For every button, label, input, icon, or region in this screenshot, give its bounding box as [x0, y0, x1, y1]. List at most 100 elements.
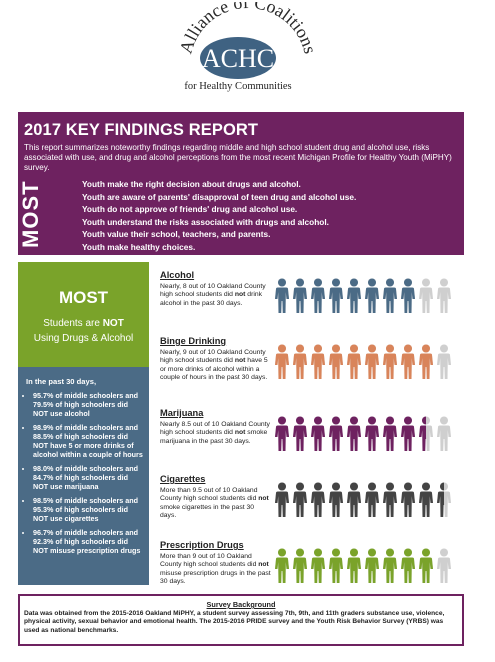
- section-text: Nearly, 8 out of 10 Oakland County high …: [160, 283, 266, 307]
- people-pictogram: [274, 344, 456, 380]
- person-icon: [419, 278, 433, 313]
- section-alcohol: Alcohol Nearly, 8 out of 10 Oakland Coun…: [160, 270, 460, 313]
- logo-acronym: ACHC: [202, 44, 274, 73]
- report-intro: This report summarizes noteworthy findin…: [24, 143, 452, 172]
- people-pictogram: [274, 278, 456, 314]
- stat-item: 96.7% of middle schoolers and 92.3% of h…: [33, 528, 145, 555]
- person-icon: [329, 344, 343, 379]
- person-icon: [365, 416, 379, 451]
- person-icon: [311, 344, 325, 379]
- survey-background-box: Survey Background Data was obtained from…: [18, 594, 464, 646]
- students-are-text: Students are: [43, 318, 103, 329]
- most-vertical-label: MOST: [18, 178, 78, 248]
- using-drugs-line: Using Drugs & Alcohol: [33, 333, 134, 344]
- person-icon: [275, 344, 289, 379]
- stats-list: 95.7% of middle schoolers and 79.5% of h…: [26, 391, 145, 560]
- section-heading: Binge Drinking: [160, 336, 227, 346]
- past-30-days-heading: In the past 30 days,: [26, 377, 97, 386]
- person-icon: [329, 278, 343, 313]
- person-icon: [365, 548, 379, 583]
- key-findings-banner: 2017 KEY FINDINGS REPORT This report sum…: [18, 112, 464, 255]
- person-icon: [347, 548, 361, 583]
- report-title: 2017 KEY FINDINGS REPORT: [24, 121, 259, 139]
- people-pictogram: [274, 416, 456, 452]
- most-vertical-text: MOST: [18, 180, 43, 248]
- person-icon: [311, 482, 325, 517]
- person-icon: [347, 344, 361, 379]
- person-icon: [311, 416, 325, 451]
- survey-heading: Survey Background: [206, 600, 276, 609]
- finding-item: Youth make healthy choices.: [82, 241, 196, 252]
- person-icon: [329, 416, 343, 451]
- section-binge-drinking: Binge Drinking Nearly, 9 out of 10 Oakla…: [160, 336, 460, 381]
- person-icon: [293, 344, 307, 379]
- person-icon: [383, 344, 397, 379]
- section-marijuana: Marijuana Nearly 8.5 out of 10 Oakland C…: [160, 408, 460, 451]
- section-text: Nearly, 9 out of 10 Oakland County high …: [160, 349, 268, 382]
- person-icon: [401, 548, 415, 583]
- finding-item: Youth understand the risks associated wi…: [82, 216, 329, 227]
- person-icon: [275, 416, 289, 451]
- section-heading: Cigarettes: [160, 474, 206, 484]
- person-icon: [347, 482, 361, 517]
- past-30-days-box: In the past 30 days, 95.7% of middle sch…: [18, 367, 149, 585]
- person-icon: [437, 548, 451, 583]
- person-icon: [437, 482, 451, 517]
- section-prescription-drugs: Prescription Drugs More than 9 out of 10…: [160, 540, 460, 585]
- logo-tagline: for Healthy Communities: [184, 81, 291, 92]
- most-not-using-box: MOST Students are NOT Using Drugs & Alco…: [18, 262, 149, 367]
- findings-list: Youth make the right decision about drug…: [82, 178, 356, 254]
- people-pictogram: [274, 482, 456, 518]
- person-icon: [347, 416, 361, 451]
- stat-item: 98.9% of middle schoolers and 88.5% of h…: [33, 423, 145, 459]
- finding-item: Youth are aware of parents' disapproval …: [82, 191, 357, 202]
- person-icon: [383, 278, 397, 313]
- section-text: More than 9.5 out of 10 Oakland County h…: [160, 487, 269, 520]
- section-heading: Alcohol: [160, 270, 195, 280]
- person-icon: [401, 482, 415, 517]
- not-emphasis: NOT: [102, 318, 124, 329]
- stat-item: 98.5% of middle schoolers and 95.3% of h…: [33, 496, 145, 523]
- person-icon: [401, 278, 415, 313]
- finding-item: Youth do not approve of friends' drug an…: [82, 204, 298, 215]
- person-icon: [419, 482, 433, 517]
- section-heading: Marijuana: [160, 408, 204, 418]
- person-icon: [401, 416, 415, 451]
- section-text: Nearly 8.5 out of 10 Oakland County high…: [160, 421, 270, 445]
- person-icon: [437, 278, 451, 313]
- finding-item: Youth make the right decision about drug…: [82, 179, 301, 189]
- person-icon: [347, 278, 361, 313]
- finding-item: Youth value their school, teachers, and …: [82, 229, 271, 240]
- most-heading: MOST: [58, 288, 109, 307]
- person-icon: [329, 482, 343, 517]
- person-icon: [275, 548, 289, 583]
- person-icon: [275, 278, 289, 313]
- person-icon: [419, 416, 433, 451]
- person-icon: [437, 416, 451, 451]
- person-icon: [401, 344, 415, 379]
- section-cigarettes: Cigarettes More than 9.5 out of 10 Oakla…: [160, 474, 460, 519]
- person-icon: [437, 344, 451, 379]
- students-are-not-line: Students are NOT: [18, 318, 149, 329]
- person-icon: [365, 344, 379, 379]
- person-icon: [293, 482, 307, 517]
- person-icon: [419, 548, 433, 583]
- person-icon: [383, 416, 397, 451]
- person-icon: [293, 278, 307, 313]
- person-icon: [383, 548, 397, 583]
- person-icon: [329, 548, 343, 583]
- person-icon: [365, 278, 379, 313]
- stat-item: 95.7% of middle schoolers and 79.5% of h…: [33, 391, 145, 418]
- person-icon: [419, 344, 433, 379]
- person-icon: [383, 482, 397, 517]
- person-icon: [365, 482, 379, 517]
- achc-logo: Alliance of Coalitions ACHC for Healthy …: [168, 0, 328, 102]
- person-icon: [275, 482, 289, 517]
- person-icon: [311, 278, 325, 313]
- person-icon: [293, 416, 307, 451]
- stat-item: 98.0% of middle schoolers and 84.7% of h…: [33, 464, 145, 491]
- person-icon: [311, 548, 325, 583]
- section-heading: Prescription Drugs: [160, 540, 244, 550]
- section-text: More than 9 out of 10 Oakland County hig…: [160, 553, 271, 586]
- people-pictogram: [274, 548, 456, 584]
